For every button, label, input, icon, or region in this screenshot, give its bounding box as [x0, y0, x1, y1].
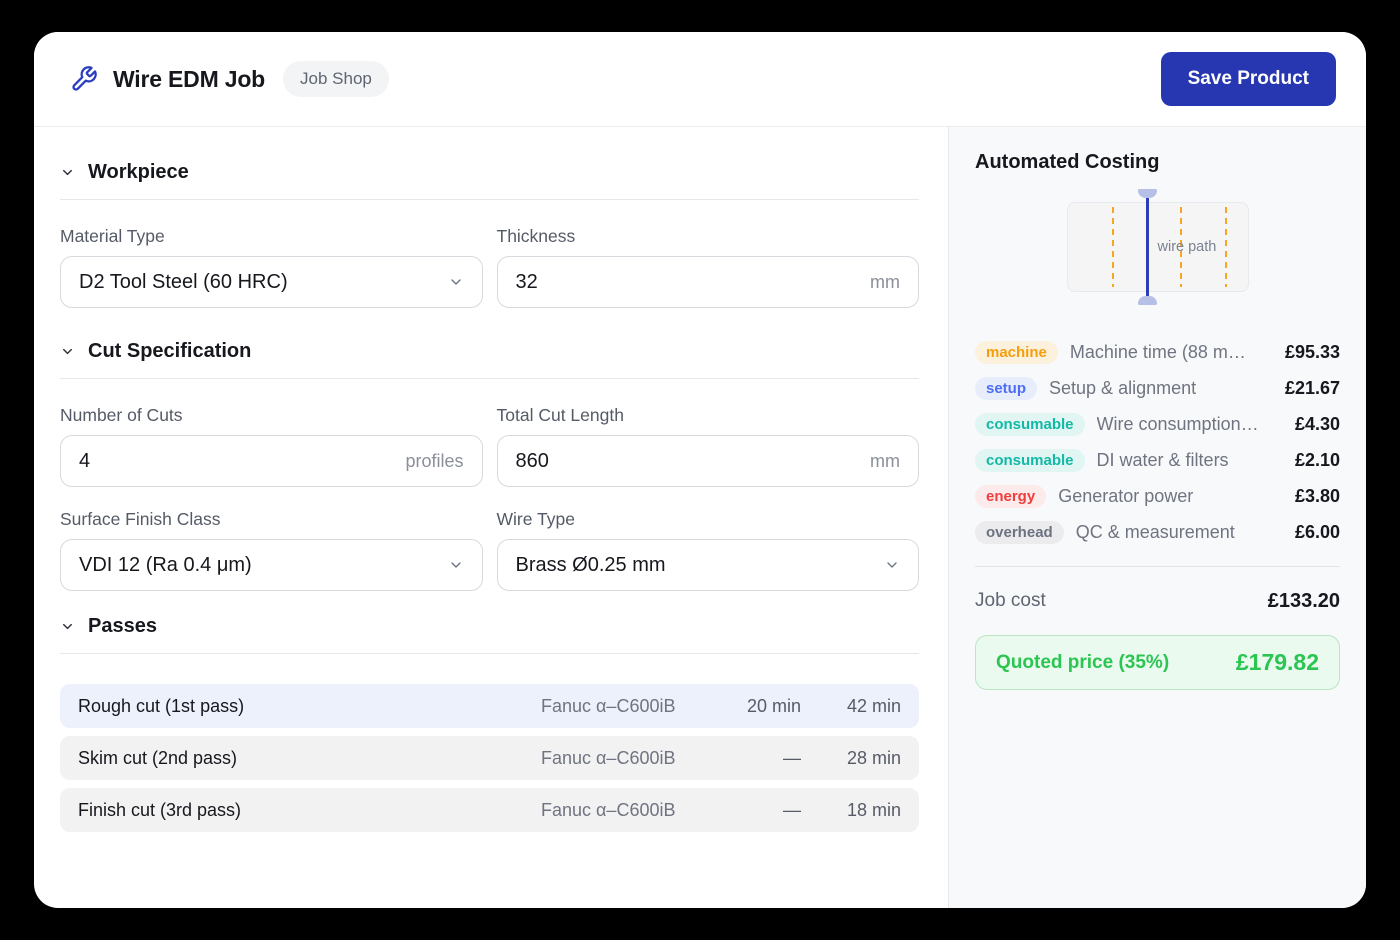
cost-label: Generator power — [1058, 486, 1295, 507]
pass-setup-time: — — [701, 800, 801, 821]
cost-category-badge: overhead — [975, 521, 1064, 544]
chevron-down-icon — [60, 344, 75, 359]
quoted-price-box: Quoted price (35%) £179.82 — [975, 635, 1340, 690]
pass-row-rough[interactable]: Rough cut (1st pass) Fanuc α–C600iB 20 m… — [60, 684, 919, 728]
pass-setup-time: 20 min — [701, 696, 801, 717]
pass-runtime: 28 min — [801, 748, 901, 769]
section-title-cut-spec: Cut Specification — [88, 340, 251, 363]
cost-breakdown: machine Machine time (88 m… £95.33 setup… — [975, 334, 1340, 550]
cost-category-badge: setup — [975, 377, 1037, 400]
kerf-line-icon — [1225, 207, 1228, 287]
header: Wire EDM Job Job Shop Save Product — [34, 32, 1366, 127]
thickness-input[interactable] — [516, 271, 861, 294]
costing-panel: Automated Costing wire path machine Mach… — [948, 127, 1366, 908]
cost-value: £4.30 — [1295, 414, 1340, 435]
cost-row-setup: setup Setup & alignment £21.67 — [975, 370, 1340, 406]
job-cost-label: Job cost — [975, 590, 1046, 612]
material-type-label: Material Type — [60, 226, 483, 247]
cost-value: £21.67 — [1285, 378, 1340, 399]
material-type-select[interactable]: D2 Tool Steel (60 HRC) — [60, 256, 483, 308]
pass-machine: Fanuc α–C600iB — [541, 748, 701, 769]
pass-runtime: 42 min — [801, 696, 901, 717]
num-cuts-unit: profiles — [405, 451, 463, 472]
form-pane: Workpiece Material Type D2 Tool Steel (6… — [34, 127, 948, 908]
costing-title: Automated Costing — [975, 151, 1340, 174]
cost-row-generator: energy Generator power £3.80 — [975, 478, 1340, 514]
chevron-down-icon — [884, 557, 900, 573]
cost-label: Machine time (88 m… — [1070, 342, 1285, 363]
pass-row-finish[interactable]: Finish cut (3rd pass) Fanuc α–C600iB — 1… — [60, 788, 919, 832]
wire-path-label: wire path — [1158, 239, 1217, 255]
cost-category-badge: consumable — [975, 449, 1085, 472]
finish-class-label: Surface Finish Class — [60, 509, 483, 530]
cut-length-input[interactable] — [516, 450, 861, 473]
content: Workpiece Material Type D2 Tool Steel (6… — [34, 127, 1366, 908]
cost-row-wire: consumable Wire consumption… £4.30 — [975, 406, 1340, 442]
pass-row-skim[interactable]: Skim cut (2nd pass) Fanuc α–C600iB — 28 … — [60, 736, 919, 780]
finish-class-value: VDI 12 (Ra 0.4 μm) — [79, 554, 252, 577]
chevron-down-icon — [60, 619, 75, 634]
wire-guide-top-icon — [1138, 189, 1157, 198]
cost-value: £95.33 — [1285, 342, 1340, 363]
chevron-down-icon — [60, 165, 75, 180]
cost-value: £2.10 — [1295, 450, 1340, 471]
cost-category-badge: energy — [975, 485, 1046, 508]
cut-length-unit: mm — [870, 451, 900, 472]
job-cost-value: £133.20 — [1268, 590, 1340, 613]
cost-category-badge: consumable — [975, 413, 1085, 436]
pass-machine: Fanuc α–C600iB — [541, 800, 701, 821]
page-title: Wire EDM Job — [113, 66, 265, 93]
pass-name: Skim cut (2nd pass) — [78, 748, 541, 769]
cost-row-di-water: consumable DI water & filters £2.10 — [975, 442, 1340, 478]
wrench-icon — [70, 65, 98, 93]
cost-value: £6.00 — [1295, 522, 1340, 543]
cost-category-badge: machine — [975, 341, 1058, 364]
cost-label: DI water & filters — [1097, 450, 1295, 471]
chevron-down-icon — [448, 557, 464, 573]
job-cost-row: Job cost £133.20 — [975, 581, 1340, 621]
cost-label: QC & measurement — [1076, 522, 1295, 543]
quoted-price-label: Quoted price (35%) — [996, 652, 1169, 674]
section-header-passes[interactable]: Passes — [60, 615, 919, 654]
section-header-workpiece[interactable]: Workpiece — [60, 161, 919, 200]
thickness-field[interactable]: mm — [497, 256, 920, 308]
cut-length-label: Total Cut Length — [497, 405, 920, 426]
passes-table: Rough cut (1st pass) Fanuc α–C600iB 20 m… — [60, 684, 919, 832]
wire-type-value: Brass Ø0.25 mm — [516, 554, 666, 577]
app-card: Wire EDM Job Job Shop Save Product Workp… — [34, 32, 1366, 908]
chevron-down-icon — [448, 274, 464, 290]
material-type-value: D2 Tool Steel (60 HRC) — [79, 271, 288, 294]
num-cuts-field[interactable]: profiles — [60, 435, 483, 487]
thickness-unit: mm — [870, 272, 900, 293]
wire-path-diagram: wire path — [1067, 202, 1249, 292]
kerf-line-icon — [1112, 207, 1115, 287]
thickness-label: Thickness — [497, 226, 920, 247]
cost-row-machine-time: machine Machine time (88 m… £95.33 — [975, 334, 1340, 370]
job-shop-badge: Job Shop — [283, 61, 389, 97]
wire-line-icon — [1146, 192, 1149, 302]
cost-row-qc: overhead QC & measurement £6.00 — [975, 514, 1340, 550]
wire-guide-bottom-icon — [1138, 296, 1157, 305]
pass-name: Finish cut (3rd pass) — [78, 800, 541, 821]
section-header-cut-spec[interactable]: Cut Specification — [60, 340, 919, 379]
pass-machine: Fanuc α–C600iB — [541, 696, 701, 717]
cost-label: Setup & alignment — [1049, 378, 1285, 399]
divider — [975, 566, 1340, 567]
section-title-passes: Passes — [88, 615, 157, 638]
section-title-workpiece: Workpiece — [88, 161, 189, 184]
num-cuts-input[interactable] — [79, 450, 395, 473]
pass-runtime: 18 min — [801, 800, 901, 821]
finish-class-select[interactable]: VDI 12 (Ra 0.4 μm) — [60, 539, 483, 591]
cost-value: £3.80 — [1295, 486, 1340, 507]
wire-type-select[interactable]: Brass Ø0.25 mm — [497, 539, 920, 591]
cut-length-field[interactable]: mm — [497, 435, 920, 487]
pass-setup-time: — — [701, 748, 801, 769]
quoted-price-value: £179.82 — [1236, 649, 1319, 676]
save-product-button[interactable]: Save Product — [1161, 52, 1336, 106]
cost-label: Wire consumption… — [1097, 414, 1295, 435]
wire-type-label: Wire Type — [497, 509, 920, 530]
pass-name: Rough cut (1st pass) — [78, 696, 541, 717]
num-cuts-label: Number of Cuts — [60, 405, 483, 426]
